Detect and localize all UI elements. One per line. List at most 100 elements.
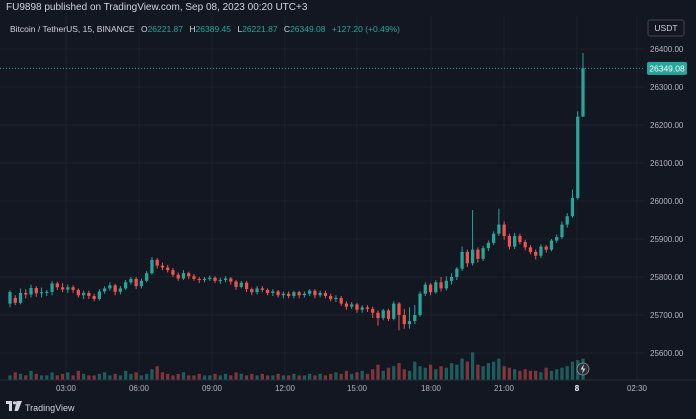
time-tick-label: 02:30	[627, 384, 648, 393]
candle-body	[418, 293, 422, 315]
candle-body	[308, 290, 312, 294]
candle-body	[570, 197, 575, 217]
last-price-badge: 26349.08	[647, 61, 687, 75]
price-scale[interactable]: 26400.00 26300.00 26200.00 26100.00 26000.00…	[650, 45, 684, 358]
volume-bar	[202, 375, 207, 380]
volume-bar	[8, 375, 12, 380]
candle-body	[145, 273, 149, 281]
grid-lines	[0, 16, 644, 380]
candle-body	[187, 273, 191, 277]
time-tick-label: 09:00	[202, 384, 223, 393]
candle-body	[292, 292, 296, 296]
volume-bar	[13, 372, 17, 380]
volume-bar	[239, 373, 243, 380]
volume-bar	[29, 370, 33, 380]
volume-bar	[507, 367, 512, 380]
volume-bar	[350, 373, 354, 380]
candle-body	[465, 251, 469, 264]
candle-body	[260, 288, 264, 290]
currency-button-label: USDT	[654, 23, 677, 33]
candle-body	[134, 278, 138, 287]
candle-body	[18, 292, 23, 303]
volume-bar	[534, 370, 538, 380]
volume-bar	[87, 375, 91, 380]
candle-body	[97, 291, 101, 300]
candle-body	[102, 288, 107, 292]
candle-body	[171, 270, 175, 275]
candle-body	[297, 292, 301, 296]
currency-button[interactable]: USDT	[647, 19, 685, 37]
candle-body	[281, 293, 285, 296]
volume-bar	[418, 366, 422, 380]
volume-bar	[229, 375, 233, 380]
volume-bar	[166, 373, 170, 380]
volume-bar	[213, 373, 217, 380]
volume-bar	[313, 375, 317, 380]
chart-area[interactable]: 26400.00 26300.00 26200.00 26100.00 26000.00…	[0, 16, 696, 396]
volume-bar	[486, 363, 491, 380]
volume-bar	[176, 373, 180, 380]
volume-bar	[523, 369, 527, 380]
volume-bars	[8, 352, 585, 380]
candle-body	[39, 292, 44, 294]
candle-body	[344, 303, 349, 307]
time-axis[interactable]: 03:00 06:00 09:00 12:00 15:00 18:00 21:00 8 02:3…	[56, 384, 648, 393]
candle-body	[8, 292, 12, 304]
candle-body	[218, 280, 222, 282]
legend-o-label: O	[141, 24, 148, 34]
candle-body	[402, 315, 406, 325]
volume-bar	[60, 373, 65, 380]
candle-body	[455, 268, 459, 277]
candle-body	[71, 287, 75, 290]
volume-bar	[308, 373, 312, 380]
volume-bar	[276, 373, 280, 380]
volume-bar	[76, 370, 80, 380]
volume-bar	[455, 364, 459, 380]
candle-body	[55, 283, 59, 288]
candle-body	[470, 249, 475, 264]
candle-body	[286, 293, 291, 296]
last-price-label: 26349.08	[649, 63, 685, 73]
candle-body	[255, 288, 259, 293]
candle-body	[150, 259, 154, 274]
candle-body	[439, 282, 443, 289]
candle-body	[124, 282, 128, 289]
candle-body	[244, 282, 249, 290]
volume-bar	[34, 373, 38, 380]
candle-body	[76, 289, 80, 296]
volume-bar	[549, 370, 554, 380]
price-scale-panel[interactable]	[644, 16, 696, 380]
candle-body	[381, 310, 385, 319]
volume-bar	[24, 375, 28, 380]
candle-body	[534, 251, 538, 256]
legend-symbol: Bitcoin / TetherUS, 15, BINANCE	[10, 24, 135, 34]
volume-bar	[344, 370, 349, 380]
candle-body	[24, 292, 28, 295]
price-tick-label: 26000.00	[650, 197, 684, 206]
candle-body	[13, 297, 17, 303]
volume-bar	[92, 375, 96, 380]
volume-bar	[150, 369, 154, 380]
candle-body	[371, 308, 375, 313]
candle-body	[318, 292, 322, 296]
volume-bar	[397, 363, 401, 380]
candle-body	[29, 288, 33, 295]
candle-body	[497, 224, 501, 234]
candle-body	[87, 292, 91, 296]
volume-bar	[218, 375, 222, 380]
candle-body	[323, 292, 328, 296]
candle-body	[313, 290, 317, 296]
volume-bar	[124, 370, 128, 380]
volume-bar	[318, 373, 322, 380]
volume-bar	[439, 366, 443, 380]
candle-body	[334, 297, 338, 300]
volume-bar	[297, 375, 301, 380]
candle-body	[539, 246, 543, 256]
volume-bar	[492, 361, 496, 380]
volume-bar	[555, 369, 559, 380]
candle-body	[428, 284, 433, 293]
candle-body	[523, 242, 527, 248]
footer-brand: TradingView	[25, 403, 75, 414]
lightning-icon[interactable]	[576, 362, 590, 376]
legend-h-value: 26389.45	[196, 24, 232, 34]
